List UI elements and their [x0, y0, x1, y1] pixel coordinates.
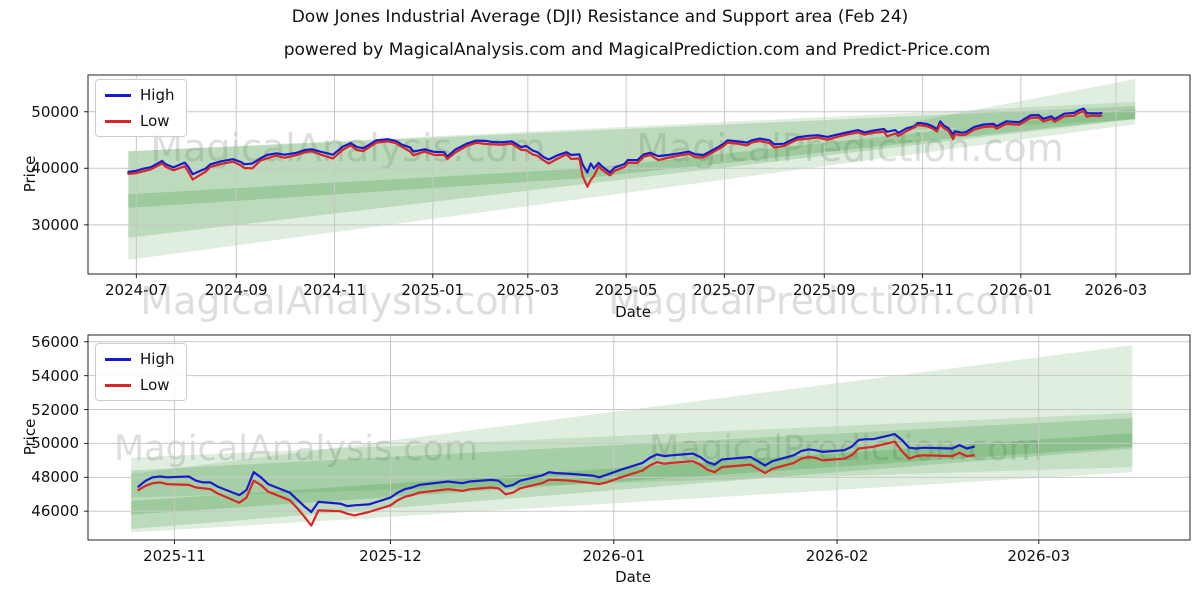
high-line-swatch [105, 93, 131, 97]
figure-title: Dow Jones Industrial Average (DJI) Resis… [291, 7, 909, 27]
watermark-analysis: MagicalAnalysis.com [140, 279, 536, 323]
top-y-axis-label: Price [21, 155, 39, 193]
axes-spine [87, 74, 1191, 275]
figure-subtitle: powered by MagicalAnalysis.com and Magic… [283, 40, 991, 60]
axes-spine [87, 334, 1191, 541]
support-resistance-band [128, 106, 1136, 238]
legend-item-low: Low [105, 376, 174, 394]
low-line-swatch [105, 119, 131, 123]
legend-item-high: High [105, 86, 174, 104]
high-line-swatch [105, 357, 131, 361]
legend-item-high: High [105, 350, 174, 368]
support-resistance-band [131, 345, 1133, 498]
legend-bottom: High Low [95, 343, 188, 401]
watermark-prediction: MagicalPrediction.com [608, 279, 1036, 323]
low-line [137, 440, 976, 527]
legend-item-low: Low [105, 112, 174, 130]
legend-label-low: Low [140, 112, 170, 130]
high-line [137, 433, 976, 514]
top-x-axis-label: Date [615, 303, 651, 321]
support-resistance-band [128, 109, 1136, 208]
legend-label-high: High [140, 86, 175, 104]
bottom-x-axis-label: Date [615, 568, 651, 586]
high-line [127, 107, 1103, 176]
legend-label-low: Low [140, 376, 170, 394]
support-resistance-band [131, 412, 1133, 533]
low-line [127, 110, 1103, 188]
low-line-swatch [105, 383, 131, 387]
legend-top: High Low [95, 79, 188, 137]
support-resistance-band [912, 79, 1136, 130]
bottom-y-axis-label: Price [21, 418, 39, 456]
legend-label-high: High [140, 350, 175, 368]
